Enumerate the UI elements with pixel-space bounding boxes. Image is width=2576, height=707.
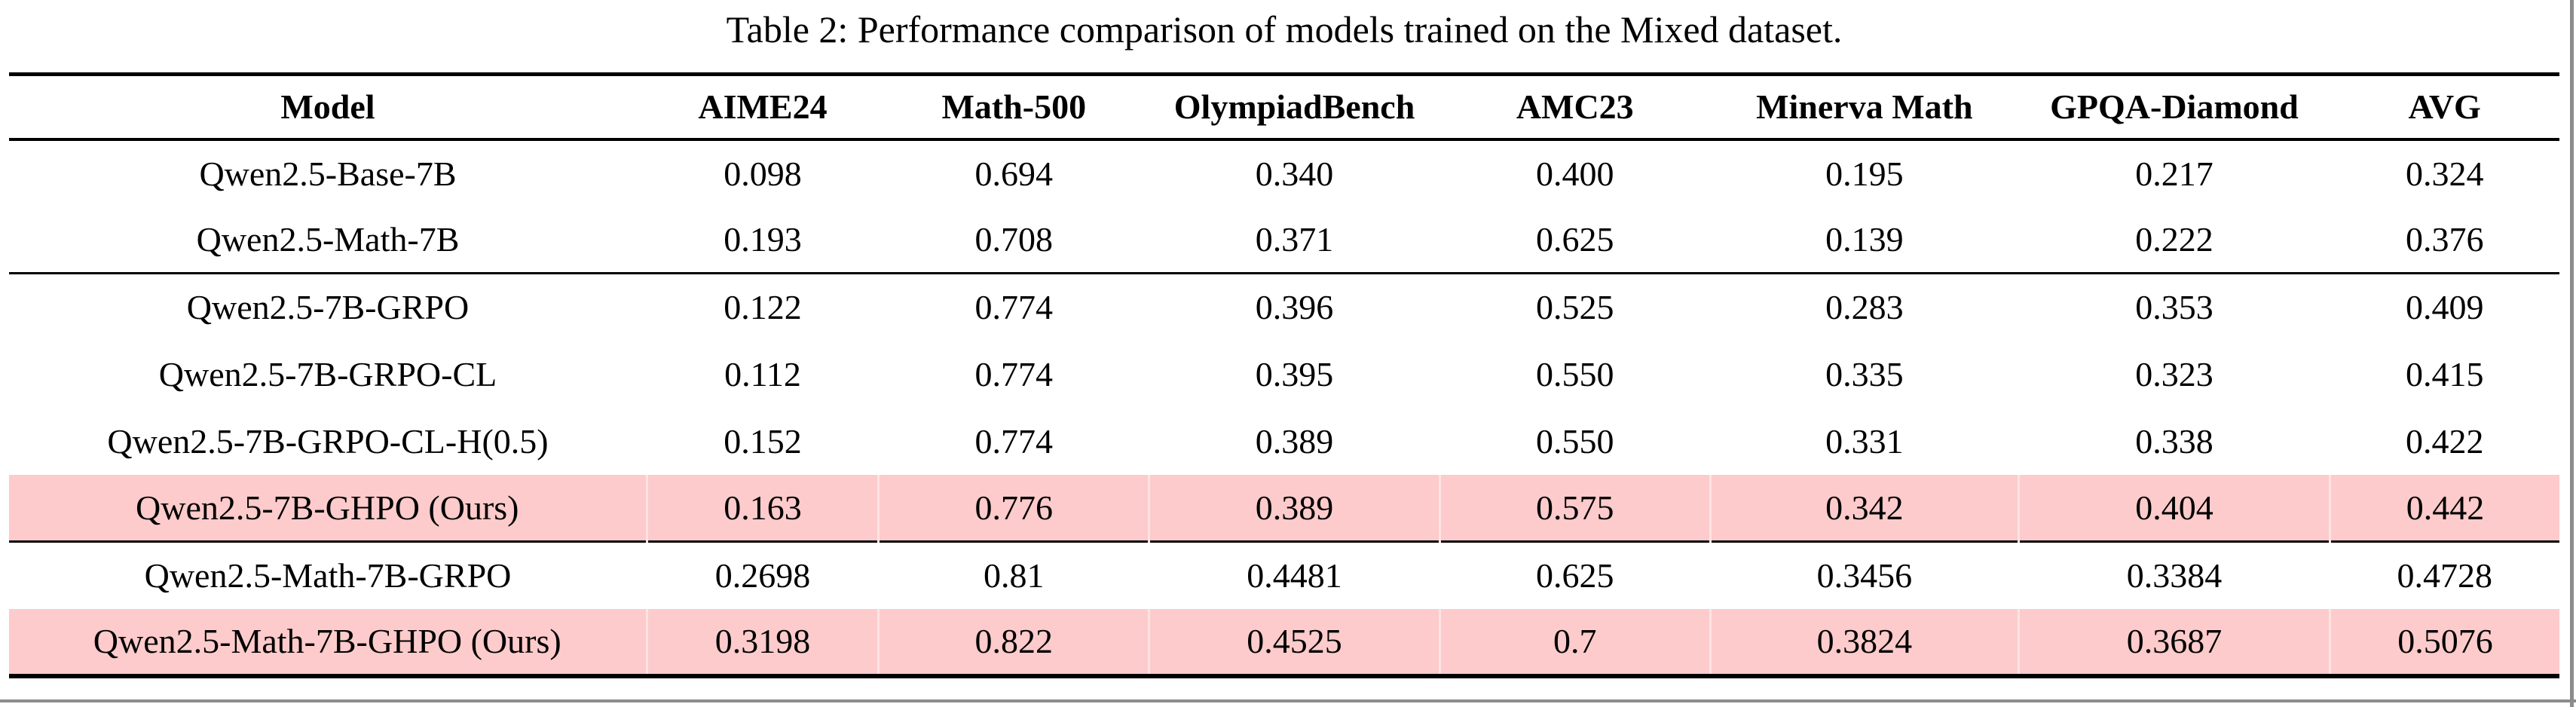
metric-value-cell: 0.3456	[1816, 556, 1913, 595]
metric-value-cell: 0.4728	[2397, 556, 2492, 595]
table-caption: Table 2: Performance comparison of model…	[726, 8, 1843, 50]
metric-value-cell: 0.338	[2135, 421, 2213, 461]
metric-value-cell: 0.2698	[714, 556, 811, 595]
metric-value-cell: 0.371	[1255, 219, 1334, 259]
metric-value-cell: 0.525	[1536, 288, 1614, 327]
metric-value-cell: 0.193	[724, 219, 802, 259]
metric-value-cell: 0.3384	[2126, 556, 2223, 595]
metric-value-cell: 0.389	[1148, 474, 1440, 542]
metric-value-cell: 0.776	[877, 474, 1149, 542]
metric-value-cell: 0.376	[2405, 219, 2484, 259]
metric-value-cell: 0.3824	[1709, 608, 2019, 676]
screenshot-bottom-edge-line	[0, 699, 2576, 702]
column-header-olympiadbench: OlympiadBench	[1173, 87, 1415, 127]
model-name-cell: Qwen2.5-Math-7B-GRPO	[144, 556, 512, 595]
metric-value-cell: 0.353	[2135, 288, 2213, 327]
screenshot-right-edge-line	[2570, 0, 2574, 707]
metric-value-cell: 0.342	[1709, 474, 2019, 542]
metric-value-cell: 0.404	[2018, 474, 2330, 542]
metric-value-cell: 0.5076	[2328, 608, 2559, 676]
metric-value-cell: 0.774	[974, 288, 1054, 327]
metric-value-cell: 0.335	[1825, 354, 1904, 393]
metric-value-cell: 0.3198	[645, 608, 879, 676]
header-row: Model AIME24 Math-500 OlympiadBench AMC2…	[9, 75, 2559, 139]
model-name-cell: Qwen2.5-Base-7B	[199, 154, 457, 193]
model-name-cell: Qwen2.5-7B-GRPO-CL	[158, 354, 497, 393]
metric-value-cell: 0.415	[2405, 354, 2484, 393]
model-name-cell: Qwen2.5-Math-7B-GHPO (Ours)	[9, 608, 647, 676]
metric-value-cell: 0.7	[1438, 608, 1711, 676]
metric-value-cell: 0.409	[2405, 288, 2484, 327]
column-header-gpqa-diamond: GPQA-Diamond	[2050, 87, 2299, 127]
metric-value-cell: 0.122	[724, 288, 802, 327]
table-row: Qwen2.5-Math-7B 0.193 0.708 0.371 0.625 0.139…	[9, 207, 2559, 274]
metric-value-cell: 0.774	[974, 421, 1054, 461]
table-row: Qwen2.5-Base-7B 0.098 0.694 0.340 0.400 0.195…	[9, 139, 2559, 207]
metric-value-cell: 0.442	[2328, 474, 2559, 542]
metric-value-cell: 0.323	[2135, 354, 2213, 393]
metric-value-cell: 0.694	[974, 154, 1054, 193]
metric-value-cell: 0.625	[1536, 556, 1614, 595]
table-row: Qwen2.5-7B-GRPO 0.122 0.774 0.396 0.525 0.283…	[9, 274, 2559, 341]
column-header-model: Model	[280, 87, 375, 127]
metric-value-cell: 0.395	[1255, 354, 1334, 393]
metric-value-cell: 0.422	[2405, 421, 2484, 461]
metric-value-cell: 0.195	[1825, 154, 1904, 193]
results-table: Model AIME24 Math-500 OlympiadBench AMC2…	[9, 72, 2559, 678]
model-name-cell: Qwen2.5-Math-7B	[196, 219, 460, 259]
metric-value-cell: 0.400	[1536, 154, 1614, 193]
metric-value-cell: 0.389	[1255, 421, 1334, 461]
metric-value-cell: 0.222	[2135, 219, 2213, 259]
metric-value-cell: 0.098	[724, 154, 802, 193]
metric-value-cell: 0.331	[1825, 421, 1904, 461]
metric-value-cell: 0.774	[974, 354, 1054, 393]
metric-value-cell: 0.217	[2135, 154, 2213, 193]
metric-value-cell: 0.3687	[2018, 608, 2330, 676]
column-header-math500: Math-500	[941, 87, 1087, 127]
metric-value-cell: 0.283	[1825, 288, 1904, 327]
metric-value-cell: 0.340	[1255, 154, 1334, 193]
metric-value-cell: 0.550	[1536, 354, 1614, 393]
metric-value-cell: 0.708	[974, 219, 1054, 259]
metric-value-cell: 0.81	[984, 556, 1045, 595]
metric-value-cell: 0.625	[1536, 219, 1614, 259]
metric-value-cell: 0.4525	[1148, 608, 1440, 676]
metric-value-cell: 0.4481	[1247, 556, 1342, 595]
table-body: Qwen2.5-Base-7B 0.098 0.694 0.340 0.400 0.195…	[9, 139, 2559, 676]
table-row: Qwen2.5-Math-7B-GHPO (Ours) 0.3198 0.822 0.…	[9, 608, 2559, 676]
metric-value-cell: 0.152	[724, 421, 802, 461]
table-row: Qwen2.5-7B-GRPO-CL 0.112 0.774 0.395 0.550 0.…	[9, 341, 2559, 408]
metric-value-cell: 0.112	[724, 354, 801, 393]
model-name-cell: Qwen2.5-7B-GHPO (Ours)	[9, 474, 647, 542]
column-header-aime24: AIME24	[698, 87, 828, 127]
column-header-amc23: AMC23	[1516, 87, 1634, 127]
metric-value-cell: 0.163	[645, 474, 879, 542]
metric-value-cell: 0.575	[1438, 474, 1711, 542]
metric-value-cell: 0.550	[1536, 421, 1614, 461]
table-row: Qwen2.5-7B-GHPO (Ours) 0.163 0.776 0.389 0.5…	[9, 474, 2559, 542]
column-header-avg: AVG	[2408, 87, 2481, 127]
table-row: Qwen2.5-Math-7B-GRPO 0.2698 0.81 0.4481 0.62…	[9, 542, 2559, 609]
column-header-minerva-math: Minerva Math	[1756, 87, 1973, 127]
model-name-cell: Qwen2.5-7B-GRPO-CL-H(0.5)	[107, 421, 549, 461]
metric-value-cell: 0.822	[877, 608, 1149, 676]
table-row: Qwen2.5-7B-GRPO-CL-H(0.5) 0.152 0.774 0.389…	[9, 408, 2559, 475]
metric-value-cell: 0.139	[1825, 219, 1904, 259]
metric-value-cell: 0.396	[1255, 288, 1334, 327]
model-name-cell: Qwen2.5-7B-GRPO	[186, 288, 470, 327]
metric-value-cell: 0.324	[2405, 154, 2484, 193]
